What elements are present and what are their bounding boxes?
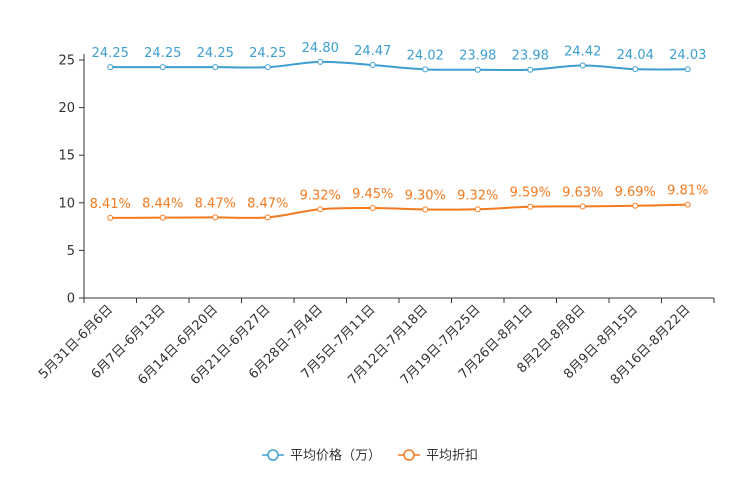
data-label: 24.80 [302, 41, 339, 56]
y-tick-label: 0 [67, 292, 75, 307]
data-label: 8.44% [142, 197, 183, 212]
series-line [110, 60, 688, 72]
data-point [684, 201, 691, 208]
data-label: 23.98 [512, 49, 549, 64]
data-point [632, 202, 639, 209]
data-point [422, 206, 429, 213]
legend-marker-icon [267, 449, 279, 461]
data-label: 24.02 [407, 48, 444, 63]
data-label: 8.41% [90, 197, 131, 212]
data-label: 24.47 [354, 44, 391, 59]
data-point [369, 62, 376, 69]
data-label: 9.63% [562, 185, 603, 200]
data-label: 9.59% [510, 186, 551, 201]
data-label: 23.98 [459, 49, 496, 64]
data-point [474, 206, 481, 213]
legend-item-average-discount[interactable]: 平均折扣 [398, 449, 478, 464]
series-average-price: 24.25 24.25 24.25 24.25 24.80 24.47 24.02 23.98… [92, 41, 706, 73]
legend: 平均价格（万） 平均折扣 [262, 448, 478, 464]
data-label: 9.32% [457, 188, 498, 203]
data-label: 9.32% [300, 188, 341, 203]
data-label: 8.47% [247, 196, 288, 211]
y-tick-label: 15 [58, 149, 75, 164]
data-point [527, 66, 534, 73]
data-label: 9.45% [352, 187, 393, 202]
data-point [579, 203, 586, 210]
data-point [422, 66, 429, 73]
data-point [527, 203, 534, 210]
data-point [212, 64, 219, 71]
data-point [632, 66, 639, 73]
series-layer: 24.25 24.25 24.25 24.25 24.80 24.47 24.02 23.98… [90, 41, 708, 221]
data-point [264, 214, 271, 221]
legend-label: 平均折扣 [426, 449, 478, 464]
series-average-discount: 8.41% 8.44% 8.47% 8.47% 9.32% 9.45% 9.30% 9.32%… [90, 184, 708, 221]
data-point [317, 206, 324, 213]
data-label: 9.30% [405, 188, 446, 203]
data-point [369, 205, 376, 212]
data-point [264, 64, 271, 71]
data-label: 24.04 [617, 48, 654, 63]
data-point [159, 64, 166, 71]
data-point [579, 62, 586, 69]
data-label: 24.25 [144, 46, 181, 61]
data-label: 24.25 [197, 46, 234, 61]
data-label: 8.47% [195, 196, 236, 211]
y-tick-label: 20 [58, 101, 75, 116]
data-label: 9.69% [615, 185, 656, 200]
data-point [107, 214, 114, 221]
y-tick-label: 10 [58, 196, 75, 211]
data-point [212, 214, 219, 221]
legend-marker-icon [403, 449, 415, 461]
y-tick-label: 5 [67, 244, 75, 259]
legend-item-average-price[interactable]: 平均价格（万） [262, 448, 381, 464]
series-line [110, 203, 688, 219]
data-point [107, 64, 114, 71]
data-label: 24.25 [92, 46, 129, 61]
y-tick-label: 25 [58, 54, 75, 69]
data-label: 24.03 [669, 48, 706, 63]
data-point [684, 66, 691, 73]
data-point [474, 66, 481, 73]
y-axis: 0 5 10 15 20 25 [58, 54, 85, 307]
data-point [317, 58, 324, 65]
data-label: 24.42 [564, 45, 601, 60]
x-axis: 5月31日-6月6日6月7日-6月13日6月14日-6月20日6月21日-6月2… [36, 297, 715, 388]
data-label: 9.81% [667, 184, 708, 199]
legend-label: 平均价格（万） [290, 448, 381, 464]
data-label: 24.25 [249, 46, 286, 61]
data-point [159, 214, 166, 221]
